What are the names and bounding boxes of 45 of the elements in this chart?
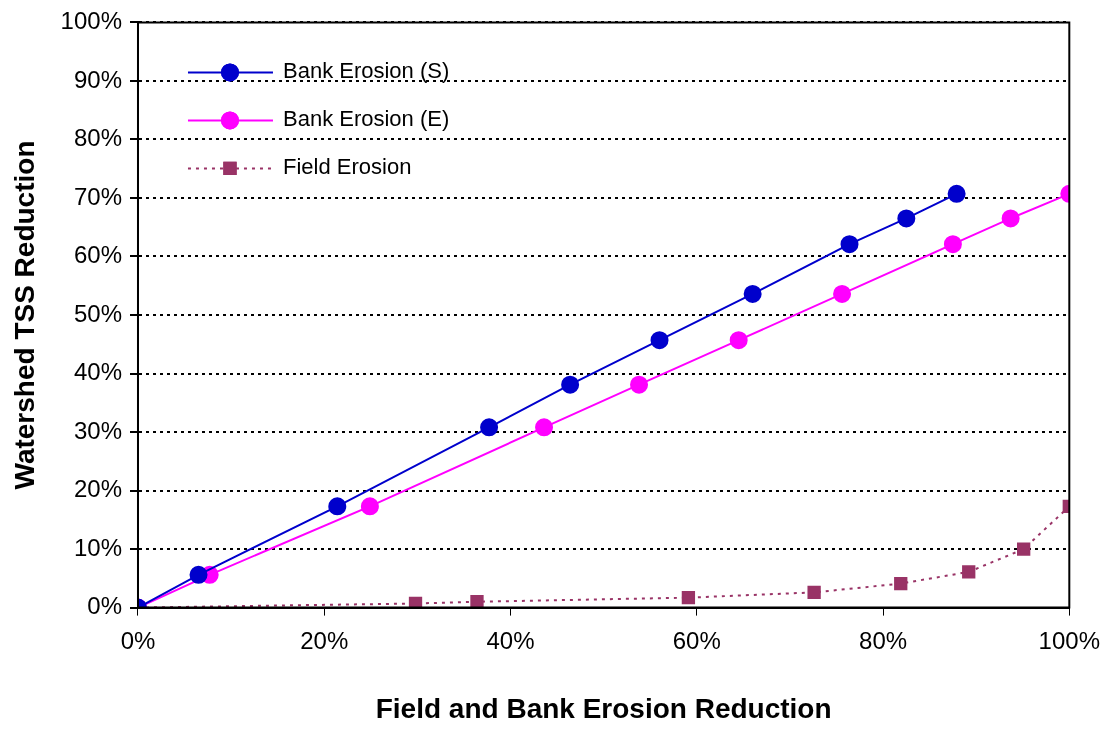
x-tick-label: 20%	[300, 626, 349, 654]
legend-label: Bank Erosion (E)	[282, 106, 450, 132]
y-tick-label: 100%	[60, 7, 122, 35]
point	[360, 497, 379, 516]
point	[894, 576, 908, 591]
point	[943, 235, 962, 254]
x-tick-label: 100%	[1038, 626, 1100, 654]
y-tick-label: 60%	[73, 241, 122, 269]
point	[470, 595, 484, 608]
point	[328, 497, 347, 516]
y-tick-label: 90%	[73, 65, 122, 93]
point	[480, 418, 499, 437]
legend-label: Bank Erosion (S)	[282, 58, 450, 84]
x-tick-label: 40%	[486, 626, 535, 654]
point	[729, 331, 748, 350]
y-tick-label: 30%	[73, 416, 122, 444]
y-tick-label: 40%	[73, 358, 122, 386]
x-axis-title: Field and Bank Erosion Reduction	[375, 692, 832, 724]
point	[408, 596, 423, 608]
point	[535, 418, 554, 437]
point	[897, 209, 916, 228]
y-tick-label: 80%	[73, 124, 122, 152]
point	[743, 284, 762, 303]
point	[630, 375, 649, 394]
point	[833, 284, 852, 303]
x-tick-label: 80%	[859, 626, 908, 654]
y-tick-label: 0%	[87, 592, 122, 620]
legend-label: Field Erosion	[282, 154, 412, 180]
y-tick-label: 20%	[73, 475, 122, 503]
point	[1001, 209, 1020, 228]
point	[561, 375, 580, 394]
point	[807, 585, 821, 600]
y-tick-label: 10%	[73, 533, 122, 561]
point	[1017, 542, 1031, 556]
y-axis-title: Watershed TSS Reduction	[8, 140, 40, 490]
point	[840, 235, 859, 254]
y-tick-label: 50%	[73, 299, 122, 327]
point	[189, 565, 208, 584]
y-tick-label: 70%	[73, 182, 122, 210]
x-tick-label: 60%	[672, 626, 721, 654]
x-tick-label: 0%	[120, 626, 156, 654]
point	[947, 184, 966, 203]
point	[681, 591, 696, 605]
point	[650, 331, 669, 350]
point	[962, 565, 976, 579]
